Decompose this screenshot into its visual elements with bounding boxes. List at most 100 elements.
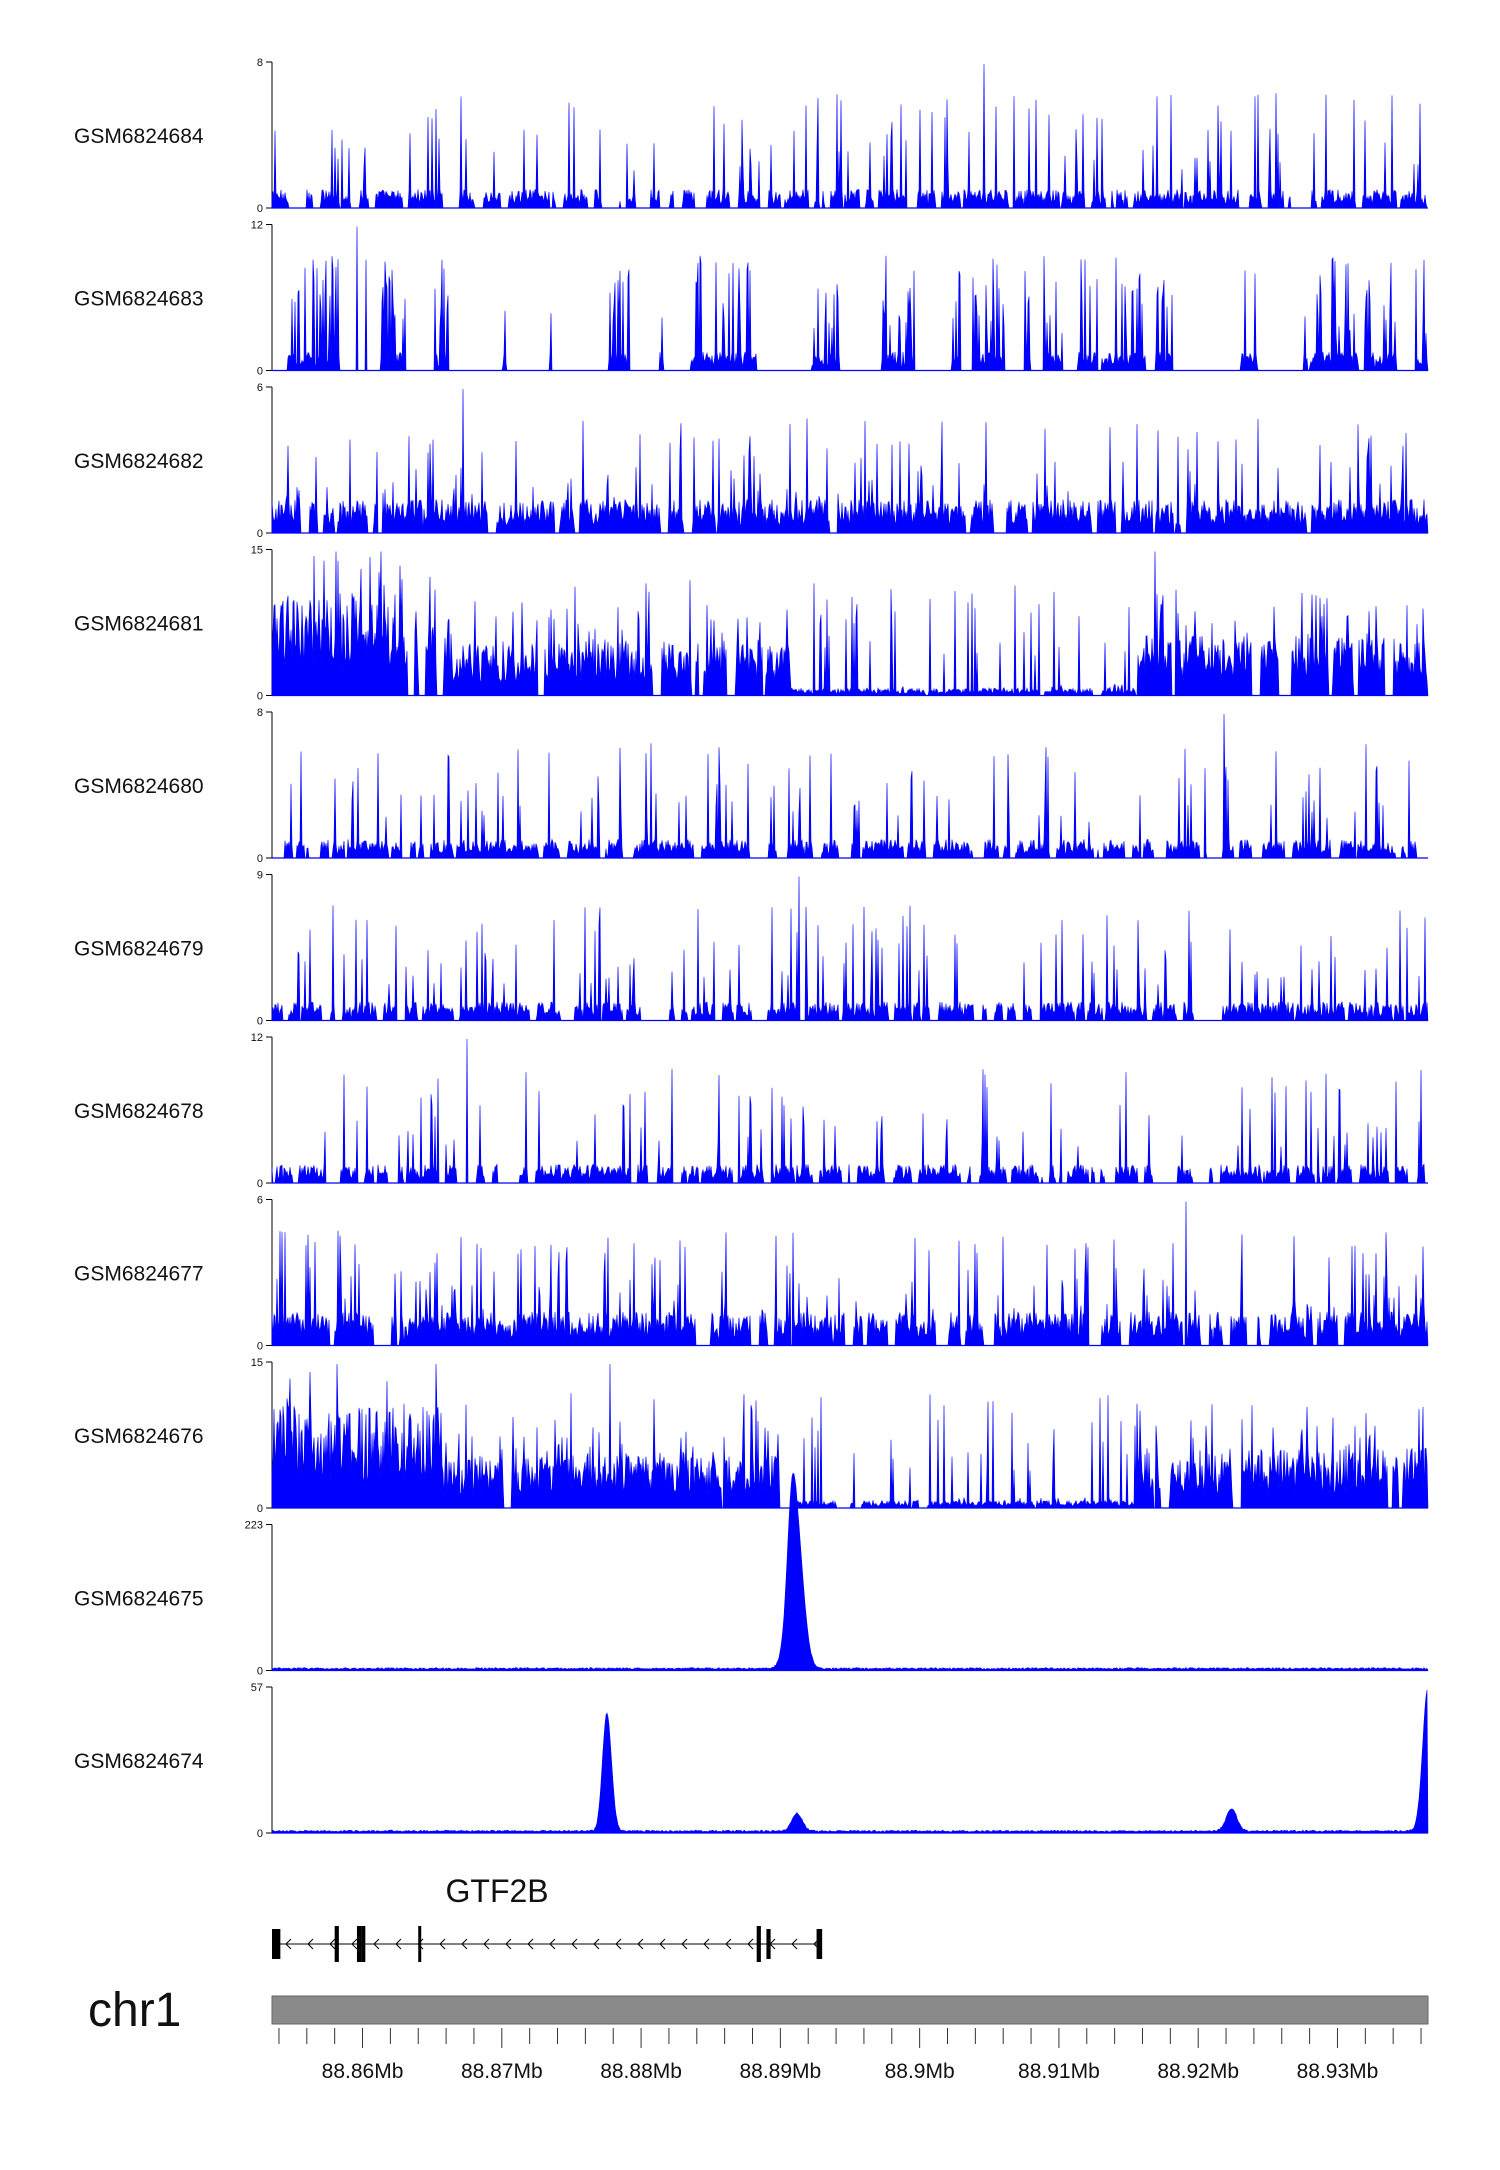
- y-axis-max-label: 8: [257, 707, 263, 719]
- strand-arrow: [285, 1938, 292, 1950]
- strand-arrow: [461, 1938, 468, 1950]
- track-label: GSM6824678: [74, 1100, 204, 1123]
- gene-track: GTF2B: [272, 1873, 823, 1962]
- x-tick-label: 88.93Mb: [1297, 2060, 1379, 2083]
- x-tick-label: 88.87Mb: [461, 2060, 543, 2083]
- coverage-area: [271, 1201, 1429, 1346]
- gene-exon: [418, 1926, 422, 1962]
- x-tick-label: 88.9Mb: [885, 2060, 955, 2083]
- gene-exon: [272, 1929, 281, 1959]
- x-tick-label: 88.86Mb: [322, 2060, 404, 2083]
- coverage-tracks: GSM682468480GSM6824683120GSM682468260GSM…: [74, 57, 1429, 1840]
- y-axis-min-label: 0: [257, 203, 263, 215]
- coverage-area: [272, 713, 1428, 859]
- track-label: GSM6824675: [74, 1588, 204, 1611]
- x-tick-label: 88.88Mb: [600, 2060, 682, 2083]
- chromosome-bar: [271, 1995, 1429, 2025]
- chromosome-label: chr1: [88, 1984, 181, 2037]
- strand-arrow: [791, 1938, 798, 1950]
- y-axis-min-label: 0: [257, 1828, 263, 1840]
- track-label: GSM6824680: [74, 775, 204, 798]
- y-axis-min-label: 0: [257, 528, 263, 540]
- chromosome-ideogram: chr1: [88, 1984, 1429, 2037]
- y-axis-min-label: 0: [257, 1503, 263, 1515]
- y-axis-max-label: 12: [251, 1032, 263, 1044]
- track-GSM6824680: GSM6824680 8 0: [74, 707, 1428, 865]
- gene-exon: [766, 1929, 771, 1959]
- strand-arrow: [593, 1938, 600, 1950]
- coverage-area: [271, 1363, 1429, 1509]
- strand-arrow: [395, 1938, 402, 1950]
- gene-exon: [756, 1926, 761, 1962]
- strand-arrow: [483, 1938, 490, 1950]
- track-GSM6824679: GSM6824679 9 0: [74, 870, 1429, 1028]
- strand-arrow: [747, 1938, 754, 1950]
- y-axis-max-label: 223: [245, 1520, 263, 1532]
- gene-exon: [361, 1926, 366, 1962]
- y-axis-max-label: 8: [257, 57, 263, 69]
- track-label: GSM6824684: [74, 125, 204, 148]
- coverage-area: [271, 876, 1429, 1021]
- coverage-area: [271, 1472, 1429, 1671]
- strand-arrow: [615, 1938, 622, 1950]
- track-GSM6824681: GSM6824681 15 0: [74, 545, 1429, 703]
- y-axis-min-label: 0: [257, 1341, 263, 1353]
- y-axis-max-label: 9: [257, 870, 263, 882]
- strand-arrow: [637, 1938, 644, 1950]
- x-tick-label: 88.91Mb: [1018, 2060, 1100, 2083]
- strand-arrow: [527, 1938, 534, 1950]
- gene-name-label: GTF2B: [446, 1873, 549, 1909]
- track-GSM6824677: GSM6824677 6 0: [74, 1195, 1429, 1353]
- gene-exon: [334, 1926, 339, 1962]
- track-label: GSM6824679: [74, 938, 204, 961]
- y-axis-min-label: 0: [257, 853, 263, 865]
- y-axis-min-label: 0: [257, 1016, 263, 1028]
- y-axis-max-label: 57: [251, 1682, 263, 1694]
- track-label: GSM6824682: [74, 450, 204, 473]
- track-GSM6824676: GSM6824676 15 0: [74, 1357, 1429, 1515]
- strand-arrow: [417, 1938, 424, 1950]
- strand-arrow: [659, 1938, 666, 1950]
- coverage-area: [271, 63, 1428, 209]
- track-label: GSM6824683: [74, 288, 204, 311]
- coverage-area: [271, 1689, 1429, 1834]
- coverage-area: [271, 388, 1429, 534]
- track-GSM6824683: GSM6824683 12 0: [74, 220, 1429, 378]
- strand-arrow: [307, 1938, 314, 1950]
- track-label: GSM6824676: [74, 1425, 204, 1448]
- gene-exon: [816, 1929, 823, 1959]
- track-label: GSM6824681: [74, 613, 204, 636]
- y-axis-max-label: 6: [257, 1195, 263, 1207]
- y-axis-min-label: 0: [257, 366, 263, 378]
- track-GSM6824684: GSM6824684 8 0: [74, 57, 1428, 215]
- track-GSM6824675: GSM6824675 223 0: [74, 1472, 1429, 1678]
- strand-arrow: [681, 1938, 688, 1950]
- y-axis-max-label: 12: [251, 220, 263, 232]
- y-axis-max-label: 15: [251, 1357, 263, 1369]
- track-label: GSM6824674: [74, 1750, 204, 1773]
- track-GSM6824674: GSM6824674 57 0: [74, 1682, 1429, 1840]
- genomic-axis: 88.86Mb 88.87Mb 88.88Mb 88.89Mb 88.9Mb 88.91M…: [278, 2028, 1422, 2083]
- y-axis-min-label: 0: [257, 1178, 263, 1190]
- strand-arrow: [373, 1938, 380, 1950]
- y-axis-max-label: 6: [257, 382, 263, 394]
- y-axis-min-label: 0: [257, 691, 263, 703]
- track-GSM6824682: GSM6824682 6 0: [74, 382, 1429, 540]
- strand-arrow: [329, 1938, 336, 1950]
- x-tick-label: 88.92Mb: [1157, 2060, 1239, 2083]
- y-axis-min-label: 0: [257, 1666, 263, 1678]
- track-GSM6824678: GSM6824678 12 0: [74, 1032, 1428, 1190]
- coverage-area: [271, 1038, 1428, 1184]
- strand-arrow: [549, 1938, 556, 1950]
- strand-arrow: [351, 1938, 358, 1950]
- strand-arrow: [571, 1938, 578, 1950]
- gene-exon: [356, 1926, 362, 1962]
- y-axis-max-label: 15: [251, 545, 263, 557]
- x-tick-label: 88.89Mb: [739, 2060, 821, 2083]
- strand-arrow: [439, 1938, 446, 1950]
- strand-arrow: [703, 1938, 710, 1950]
- strand-arrow: [505, 1938, 512, 1950]
- track-label: GSM6824677: [74, 1263, 204, 1286]
- strand-arrow: [725, 1938, 732, 1950]
